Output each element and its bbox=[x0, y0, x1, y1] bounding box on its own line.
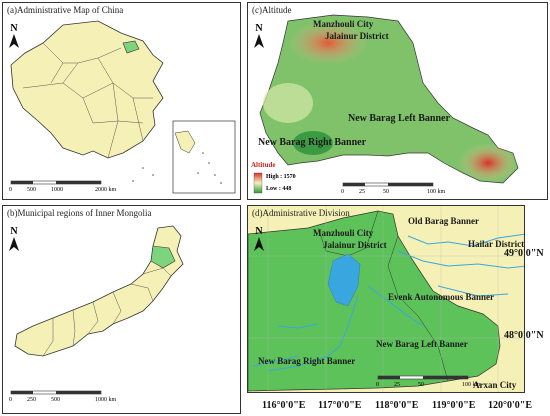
north-arrow-icon bbox=[254, 237, 264, 251]
lake-hulun bbox=[327, 253, 361, 307]
lon-tick-120: 120°0'0"E bbox=[488, 400, 532, 411]
municipal-borders bbox=[42, 267, 172, 357]
highland-northwest bbox=[288, 21, 368, 65]
north-arrow-a: N bbox=[9, 23, 19, 53]
inner-mongolia-map-svg bbox=[10, 225, 184, 395]
altitude-legend-ramp bbox=[253, 172, 263, 194]
china-outline bbox=[10, 20, 164, 159]
lowland-valley bbox=[293, 131, 333, 155]
panel-altitude-map: (c)Altitude N Manzhouli City Jala bbox=[247, 2, 548, 200]
label-jalainur-c: Jalainur District bbox=[325, 31, 389, 41]
label-evenk: Evenk Autonomous Banner bbox=[388, 292, 495, 302]
label-old-barag: Old Barag Banner bbox=[408, 216, 480, 226]
admin-division-svg bbox=[248, 206, 524, 392]
north-arrow-icon bbox=[254, 34, 264, 48]
legend-high: High : 1570 bbox=[266, 174, 296, 180]
lon-tick-116: 116°0'0"E bbox=[262, 400, 306, 411]
inset-islands bbox=[197, 152, 222, 184]
altitude-map-svg bbox=[253, 14, 519, 194]
lon-tick-119: 119°0'0"E bbox=[432, 400, 476, 411]
north-arrow-icon bbox=[9, 34, 19, 48]
label-right-banner-c: New Barag Right Banner bbox=[258, 137, 367, 148]
north-arrow-icon bbox=[9, 237, 19, 251]
north-arrow-d: N bbox=[254, 226, 264, 256]
rivers bbox=[252, 233, 524, 372]
label-manzhouli-d: Manzhouli City bbox=[313, 228, 374, 238]
label-left-banner-c: New Barag Left Banner bbox=[348, 113, 450, 124]
panel-b-title: (b)Municipal regions of Inner Mongolia bbox=[7, 208, 152, 218]
highland-southeast bbox=[458, 143, 518, 183]
sea-islands bbox=[132, 167, 154, 182]
panel-c-title: (c)Altitude bbox=[252, 5, 292, 15]
label-manzhouli-c: Manzhouli City bbox=[313, 19, 374, 29]
label-left-banner-d: New Barag Left Banner bbox=[376, 339, 468, 349]
lon-tick-118: 118°0'0"E bbox=[375, 400, 419, 411]
label-jalainur-d: Jalainur District bbox=[323, 240, 387, 250]
lowland-west bbox=[263, 83, 313, 123]
gridlines bbox=[248, 206, 524, 392]
legend-title: Altitude bbox=[251, 161, 276, 169]
label-hailar: Hailar District bbox=[468, 239, 525, 249]
panel-china-map: (a)Administrative Map of China N 0 500 1… bbox=[2, 2, 241, 200]
hulunbuir-highlight bbox=[150, 245, 176, 269]
north-arrow-c: N bbox=[254, 23, 264, 53]
lon-tick-117: 117°0'0"E bbox=[318, 400, 362, 411]
panel-d-title: (d)Administrative Division bbox=[252, 208, 350, 218]
label-arxan: Arxan City bbox=[473, 380, 517, 390]
label-right-banner-d: New Barag Right Banner bbox=[258, 356, 356, 366]
china-map-svg bbox=[10, 20, 236, 194]
legend-low: Low : 448 bbox=[266, 186, 292, 192]
panel-inner-mongolia-map: (b)Municipal regions of Inner Mongolia N… bbox=[2, 205, 241, 414]
inset-coast bbox=[174, 130, 196, 154]
highlight-region bbox=[122, 40, 140, 54]
panel-administrative-division: (d)Administrative Division N Old Barag B… bbox=[247, 205, 525, 393]
inner-mongolia-outline bbox=[14, 225, 184, 357]
panel-a-title: (a)Administrative Map of China bbox=[7, 5, 124, 15]
lat-tick-48: 48°0'0"N bbox=[504, 330, 544, 341]
lat-tick-49: 49°0'0"N bbox=[504, 248, 544, 259]
china-internal-borders bbox=[22, 42, 153, 159]
north-arrow-b: N bbox=[9, 226, 19, 256]
